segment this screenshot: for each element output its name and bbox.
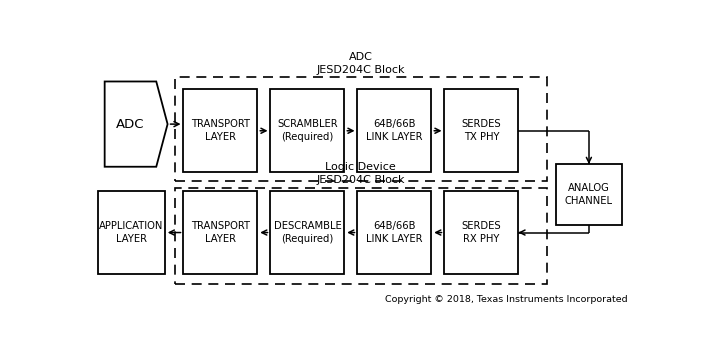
Bar bbox=[270, 90, 345, 172]
Text: 64B/66B
LINK LAYER: 64B/66B LINK LAYER bbox=[366, 221, 423, 244]
Bar bbox=[184, 90, 257, 172]
Text: ANALOG
CHANNEL: ANALOG CHANNEL bbox=[565, 183, 613, 206]
Text: APPLICATION
LAYER: APPLICATION LAYER bbox=[100, 221, 164, 244]
Bar bbox=[556, 164, 622, 225]
Text: Copyright © 2018, Texas Instruments Incorporated: Copyright © 2018, Texas Instruments Inco… bbox=[385, 295, 627, 304]
Text: TRANSPORT
LAYER: TRANSPORT LAYER bbox=[191, 119, 250, 142]
Text: ADC
JESD204C Block: ADC JESD204C Block bbox=[316, 52, 405, 75]
Bar bbox=[270, 191, 345, 274]
Bar bbox=[98, 191, 165, 274]
Bar bbox=[174, 78, 546, 181]
Bar bbox=[357, 191, 431, 274]
Text: SERDES
TX PHY: SERDES TX PHY bbox=[462, 119, 501, 142]
Bar bbox=[445, 90, 518, 172]
Text: DESCRAMBLE
(Required): DESCRAMBLE (Required) bbox=[273, 221, 341, 244]
Text: SCRAMBLER
(Required): SCRAMBLER (Required) bbox=[277, 119, 337, 142]
Bar bbox=[357, 90, 431, 172]
Bar bbox=[445, 191, 518, 274]
Text: SERDES
RX PHY: SERDES RX PHY bbox=[462, 221, 501, 244]
Bar bbox=[174, 188, 546, 284]
Text: ADC: ADC bbox=[116, 118, 144, 130]
Text: Logic Device
JESD204C Block: Logic Device JESD204C Block bbox=[316, 162, 405, 185]
Bar bbox=[184, 191, 257, 274]
Polygon shape bbox=[104, 81, 167, 167]
Text: 64B/66B
LINK LAYER: 64B/66B LINK LAYER bbox=[366, 119, 423, 142]
Text: TRANSPORT
LAYER: TRANSPORT LAYER bbox=[191, 221, 250, 244]
